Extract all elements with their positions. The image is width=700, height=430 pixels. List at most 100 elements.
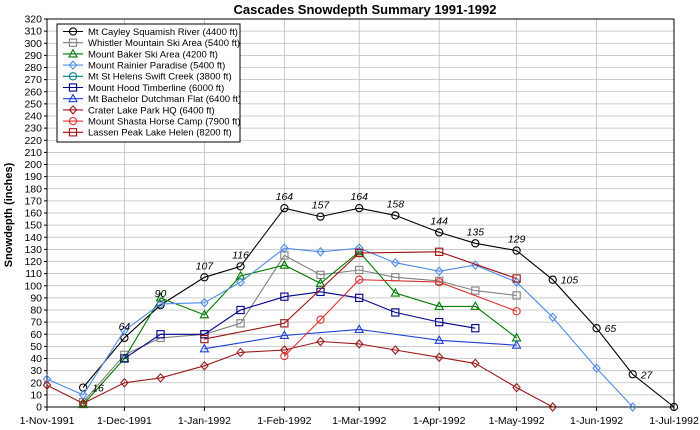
data-label: 65: [605, 323, 617, 335]
y-tick-label: 40: [30, 353, 42, 365]
data-point: [119, 353, 130, 363]
data-point: [316, 287, 325, 296]
data-point: [279, 259, 290, 269]
data-point: [512, 274, 521, 283]
legend-entry: Mt Bachelor Dutchman Flat (6400 ft): [88, 94, 241, 105]
data-label: 105: [561, 275, 579, 287]
data-point: [390, 345, 400, 355]
data-label: 129: [508, 234, 526, 246]
data-label: 16: [92, 383, 104, 395]
data-point: [512, 307, 521, 316]
data-point: [435, 277, 444, 287]
x-tick-label: 1-Jul-1992: [649, 415, 699, 427]
series-4: [42, 243, 638, 412]
data-point: [42, 374, 52, 384]
data-point: [355, 265, 364, 275]
data-label: 164: [276, 191, 294, 203]
data-label: 64: [119, 321, 131, 333]
data-point: [434, 334, 445, 344]
data-point: [512, 277, 521, 287]
data-point: [236, 319, 245, 328]
data-point: [68, 27, 78, 36]
series-line: [284, 279, 517, 357]
data-point: [236, 262, 245, 271]
legend-box: [56, 23, 241, 143]
data-point: [280, 319, 289, 328]
y-tick-label: 250: [24, 98, 42, 110]
data-point: [236, 277, 245, 287]
data-point: [120, 325, 129, 336]
data-point: [669, 402, 679, 412]
data-point: [199, 343, 210, 353]
data-point: [200, 273, 209, 282]
data-point: [434, 301, 445, 310]
data-point: [548, 312, 558, 323]
data-point: [512, 382, 521, 393]
y-tick-label: 230: [24, 123, 42, 135]
y-tick-label: 320: [24, 14, 42, 26]
series-line: [82, 207, 675, 408]
data-point: [354, 246, 365, 256]
x-tick-label: 1-Mar-1992: [332, 415, 386, 427]
data-point: [471, 239, 480, 248]
data-point: [355, 248, 364, 258]
data-point: [434, 266, 444, 277]
data-point: [68, 116, 78, 126]
data-point: [78, 398, 88, 409]
data-label: 158: [387, 198, 405, 210]
y-tick-label: 100: [24, 280, 42, 292]
y-tick-label: 300: [24, 38, 42, 50]
data-label: 107: [196, 260, 215, 272]
legend-entry: Mount Shasta Horse Camp (7900 ft): [88, 117, 241, 128]
data-point: [280, 203, 289, 213]
data-point: [236, 305, 245, 315]
data-point: [628, 370, 637, 379]
data-point: [235, 270, 246, 280]
series-line: [124, 291, 476, 359]
data-point: [315, 277, 326, 287]
x-tick-label: 1-Feb-1992: [257, 415, 311, 427]
legend-entry: Mt Cayley Squamish River (4400 ft): [88, 27, 238, 38]
data-label: 27: [640, 369, 654, 381]
data-point: [68, 38, 78, 47]
x-tick-label: 1-Jan-1992: [178, 415, 231, 427]
data-point: [354, 243, 364, 253]
y-tick-label: 70: [30, 317, 42, 329]
y-tick-label: 120: [24, 256, 42, 268]
data-point: [391, 211, 400, 220]
data-point: [68, 48, 78, 58]
data-point: [592, 363, 601, 374]
x-tick-label: 1-May-1992: [489, 415, 545, 427]
y-tick-label: 290: [24, 50, 42, 62]
data-label: 135: [467, 226, 485, 238]
data-point: [236, 347, 245, 358]
data-point: [316, 212, 325, 221]
data-point: [435, 228, 444, 237]
data-point: [200, 297, 209, 308]
data-label: 90: [155, 288, 167, 300]
y-tick-label: 200: [24, 159, 42, 171]
series-6: [120, 287, 480, 363]
y-tick-label: 50: [30, 341, 42, 353]
data-point: [280, 243, 289, 253]
legend: Mt Cayley Squamish River (4400 ft)Whistl…: [56, 23, 241, 143]
data-point: [511, 339, 522, 349]
data-point: [355, 275, 364, 284]
data-point: [68, 83, 78, 92]
series-line: [46, 247, 634, 408]
x-tick-label: 1-Nov-1991: [20, 415, 75, 427]
data-point: [592, 324, 601, 333]
y-tick-label: 0: [36, 402, 42, 414]
series-9: [280, 275, 521, 361]
series-line: [46, 340, 553, 408]
series-layer: [42, 203, 679, 412]
y-tick-label: 180: [24, 183, 42, 195]
data-point: [390, 287, 401, 297]
y-tick-label: 270: [24, 74, 42, 86]
data-point: [280, 292, 289, 301]
data-point: [42, 380, 52, 390]
data-point: [548, 275, 557, 284]
x-tick-label: 1-Jun-1992: [570, 415, 623, 427]
data-point: [316, 315, 325, 324]
data-label: 116: [232, 249, 249, 261]
